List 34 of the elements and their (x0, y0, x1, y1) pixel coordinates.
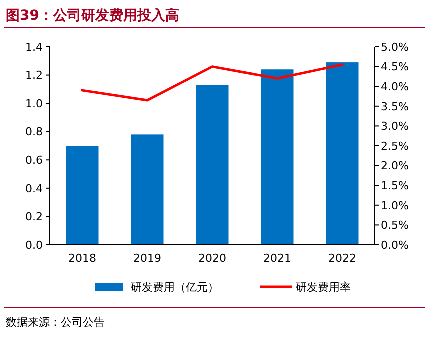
bar (66, 146, 99, 245)
source-note: 数据来源：公司公告 (6, 316, 105, 329)
x-tick-label: 2022 (328, 252, 356, 265)
y2-tick-label: 0.5% (381, 219, 409, 232)
x-tick-label: 2018 (68, 252, 96, 265)
legend-label: 研发费用（亿元） (131, 280, 219, 294)
y-tick-label: 0.0 (26, 238, 43, 252)
y-tick-label: 0.2 (26, 210, 43, 224)
y2-tick-label: 3.0% (381, 120, 409, 134)
y-tick-label: 0.6 (26, 154, 43, 167)
y2-tick-label: 1.5% (381, 179, 409, 192)
line-series (81, 64, 344, 102)
y2-tick-label: 3.5% (381, 100, 409, 114)
bar (196, 85, 229, 245)
bar (326, 62, 359, 245)
x-tick-label: 2021 (264, 252, 292, 265)
x-tick-label: 2019 (134, 252, 162, 265)
y-tick-label: 1.4 (26, 40, 43, 54)
y-tick-label: 0.8 (26, 126, 43, 139)
y-tick-label: 1.2 (26, 69, 43, 82)
legend-label: 研发费用率 (296, 280, 351, 294)
y-tick-label: 0.4 (26, 182, 43, 196)
y2-tick-label: 5.0% (381, 40, 409, 54)
chart-title: 图39：公司研发费用投入高 (6, 7, 180, 24)
y2-tick-label: 2.5% (381, 140, 409, 153)
y2-tick-label: 2.0% (381, 160, 409, 173)
x-tick-label: 2020 (198, 252, 226, 265)
bar (131, 134, 164, 245)
y2-tick-label: 4.0% (381, 80, 409, 94)
y2-tick-label: 0.0% (381, 238, 409, 252)
y2-tick-label: 4.5% (381, 60, 409, 74)
y2-tick-label: 1.0% (381, 199, 409, 212)
bar (261, 70, 294, 245)
y-tick-label: 1.0 (26, 97, 43, 110)
